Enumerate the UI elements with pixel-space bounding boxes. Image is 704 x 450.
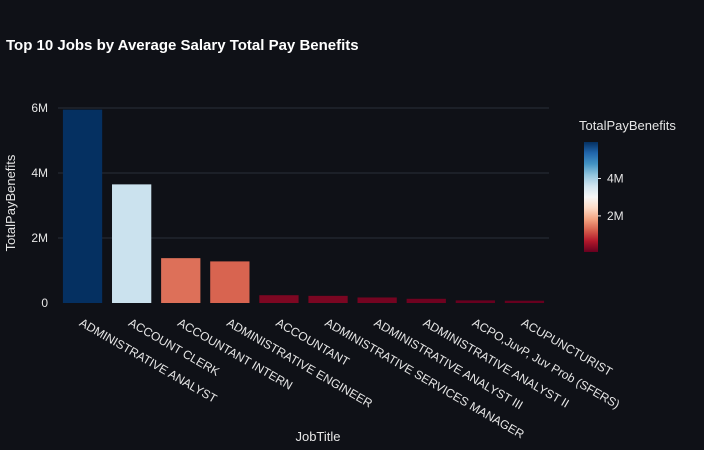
y-tick-label: 0: [41, 296, 48, 310]
bar[interactable]: [406, 298, 446, 303]
colorbar-legend: TotalPayBenefits 2M 4M: [579, 118, 676, 252]
bar[interactable]: [308, 295, 348, 303]
bar[interactable]: [161, 258, 201, 303]
y-tick-label: 4M: [31, 166, 48, 180]
bar[interactable]: [62, 109, 103, 303]
bar[interactable]: [210, 261, 250, 303]
colorbar-title: TotalPayBenefits: [579, 118, 676, 133]
y-tick-label: 6M: [31, 101, 48, 115]
colorbar-tick-label: 4M: [607, 171, 624, 185]
bar[interactable]: [259, 295, 299, 303]
x-axis-title: JobTitle: [295, 429, 340, 444]
bar[interactable]: [357, 297, 397, 303]
chart-title: Top 10 Jobs by Average Salary Total Pay …: [6, 37, 359, 54]
colorbar-gradient: [584, 142, 598, 252]
bar[interactable]: [112, 184, 152, 303]
bar[interactable]: [504, 300, 545, 303]
bar[interactable]: [455, 300, 495, 303]
y-axis-title: TotalPayBenefits: [3, 154, 18, 251]
colorbar-tick-label: 2M: [607, 209, 624, 223]
y-tick-label: 2M: [31, 231, 48, 245]
